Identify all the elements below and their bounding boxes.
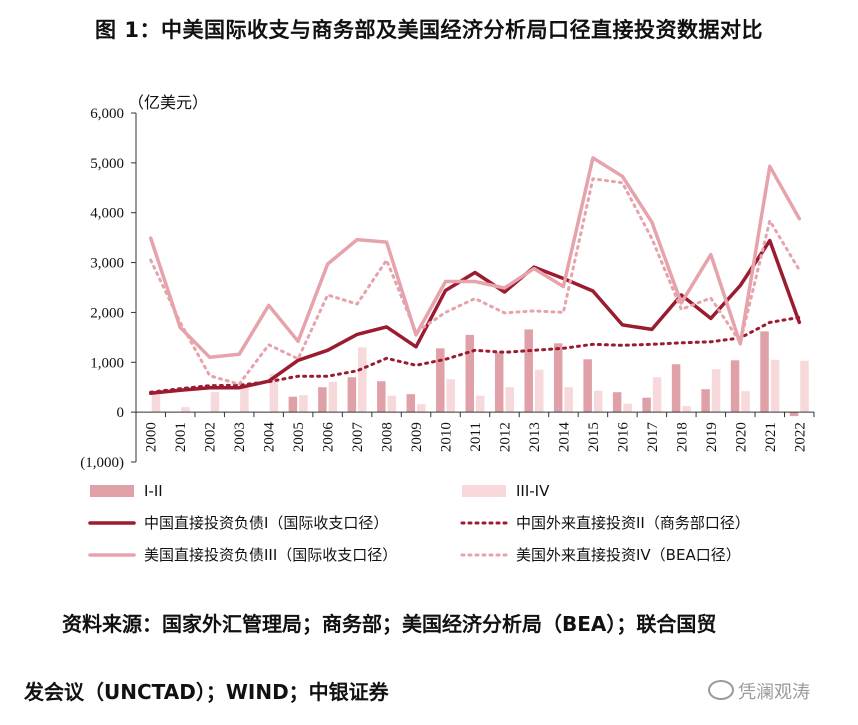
x-tick-label: 2014 bbox=[556, 422, 572, 453]
y-tick-label: 5,000 bbox=[90, 156, 124, 172]
y-tick-label: 1,000 bbox=[90, 355, 124, 371]
bar-iii-iv-2017 bbox=[652, 377, 662, 413]
bar-i-ii-2019 bbox=[701, 389, 710, 413]
y-unit-label: （亿美元） bbox=[128, 93, 208, 112]
bar-iii-iv-2001 bbox=[181, 407, 190, 413]
x-tick-label: 2004 bbox=[262, 422, 278, 453]
legend: I-II III-IV 中国直接投资负债I（国际收支口径） 中国外来直接投资II（商务… bbox=[88, 482, 750, 564]
line-us-fdi-liabilities-bop bbox=[148, 156, 802, 360]
bar-iii-iv-2012 bbox=[505, 387, 514, 413]
bar-iii-iv-2014 bbox=[564, 387, 573, 413]
source-note-line2: 发会议（UNCTAD）；WIND；中银证券 bbox=[24, 680, 389, 704]
bar-iii-iv-2007 bbox=[358, 347, 367, 413]
x-tick-label: 2018 bbox=[674, 422, 690, 452]
bar-iii-iv-2005 bbox=[299, 395, 308, 413]
legend-swatch bbox=[90, 485, 134, 497]
bar-iii-iv-2013 bbox=[534, 369, 544, 413]
x-tick-label: 2007 bbox=[350, 422, 366, 453]
bar-iii-iv-2022 bbox=[800, 360, 809, 413]
x-tick-label: 2003 bbox=[232, 422, 248, 452]
bar-i-ii-2022 bbox=[789, 412, 799, 417]
x-tick-label: 2020 bbox=[733, 422, 749, 452]
bar-i-ii-2011 bbox=[465, 334, 474, 413]
x-tick-label: 2019 bbox=[704, 422, 720, 452]
bar-i-ii-2015 bbox=[583, 359, 592, 413]
bar-iii-iv-2016 bbox=[623, 403, 632, 413]
bar-iii-iv-2015 bbox=[593, 390, 603, 413]
bar-i-ii-2018 bbox=[671, 364, 681, 413]
legend-swatch bbox=[462, 485, 506, 497]
bar-i-ii-2005 bbox=[288, 396, 298, 413]
bar-iii-iv-2019 bbox=[711, 369, 721, 413]
bar-i-ii-2021 bbox=[760, 331, 769, 413]
x-tick-label: 2015 bbox=[586, 422, 602, 452]
x-tick-label: 2009 bbox=[409, 422, 425, 452]
bar-i-ii-2012 bbox=[494, 352, 504, 413]
bar-iii-iv-2011 bbox=[476, 395, 485, 413]
legend-label: 中国外来直接投资II（商务部口径） bbox=[516, 514, 750, 532]
bar-iii-iv-2009 bbox=[417, 404, 426, 413]
x-tick-label: 2013 bbox=[527, 422, 543, 452]
x-tick-label: 2008 bbox=[380, 422, 396, 452]
chart-title: 图 1：中美国际收支与商务部及美国经济分析局口径直接投资数据对比 bbox=[95, 18, 763, 42]
bar-i-ii-2006 bbox=[318, 387, 327, 413]
y-tick-label: 3,000 bbox=[90, 256, 124, 272]
legend-label: 中国直接投资负债I（国际收支口径） bbox=[144, 514, 388, 532]
bar-iii-iv-2002 bbox=[210, 392, 220, 413]
y-tick-label: 4,000 bbox=[90, 206, 124, 222]
wechat-icon bbox=[708, 680, 734, 700]
bar-iii-iv-2010 bbox=[446, 379, 456, 413]
x-tick-label: 2006 bbox=[321, 422, 337, 453]
bar-i-ii-2016 bbox=[612, 392, 622, 413]
bar-iii-iv-2000 bbox=[151, 394, 161, 413]
bar-i-ii-2020 bbox=[730, 360, 740, 413]
x-tick-label: 2017 bbox=[645, 422, 661, 453]
x-tick-label: 2011 bbox=[468, 422, 484, 451]
legend-label: I-II bbox=[144, 482, 163, 500]
bar-iii-iv-2004 bbox=[269, 373, 279, 413]
bar-i-ii-2017 bbox=[642, 397, 651, 413]
x-tick-label: 2012 bbox=[497, 422, 513, 452]
line-us-fdi-bea bbox=[149, 177, 801, 386]
chart: （亿美元） (1,000) 0 1,000 2,000 3,000 4,000 5,000 6… bbox=[80, 93, 815, 564]
y-tick-label: 2,000 bbox=[90, 305, 124, 321]
x-tick-label: 2016 bbox=[615, 422, 631, 453]
x-tick-label: 2022 bbox=[792, 422, 808, 452]
bars-layer bbox=[151, 329, 809, 417]
y-tick-label: 0 bbox=[117, 405, 125, 421]
legend-label: 美国外来直接投资IV（BEA口径） bbox=[516, 546, 741, 564]
bar-i-ii-2013 bbox=[524, 329, 533, 413]
bar-iii-iv-2020 bbox=[741, 391, 750, 413]
x-tick-label: 2002 bbox=[203, 422, 219, 452]
x-tick-label: 2000 bbox=[144, 422, 160, 452]
bar-iii-iv-2006 bbox=[328, 381, 338, 413]
y-tick-label: (1,000) bbox=[80, 455, 124, 471]
bar-iii-iv-2021 bbox=[770, 359, 780, 413]
bar-iii-iv-2008 bbox=[387, 395, 397, 413]
legend-label: 美国直接投资负债III（国际收支口径） bbox=[144, 546, 397, 564]
lines-layer bbox=[148, 156, 802, 395]
x-tick-label: 2005 bbox=[291, 422, 307, 452]
bar-iii-iv-2003 bbox=[240, 384, 249, 413]
x-tick-label: 2001 bbox=[173, 422, 189, 452]
line-china-fdi-liabilities-bop bbox=[148, 238, 802, 395]
bar-i-ii-2014 bbox=[553, 343, 563, 413]
y-tick-label: 6,000 bbox=[90, 106, 124, 122]
bar-i-ii-2010 bbox=[436, 348, 445, 413]
axes-layer: (1,000) 0 1,000 2,000 3,000 4,000 5,000 6,000 20… bbox=[80, 106, 815, 471]
watermark: 凭澜观涛 bbox=[708, 678, 810, 704]
x-tick-label: 2010 bbox=[439, 422, 455, 452]
legend-label: III-IV bbox=[516, 482, 550, 500]
bar-i-ii-2007 bbox=[347, 377, 357, 413]
bar-i-ii-2008 bbox=[377, 381, 386, 413]
bar-iii-iv-2018 bbox=[682, 406, 691, 413]
line-china-fdi-mofcom bbox=[149, 315, 801, 394]
watermark-text: 凭澜观涛 bbox=[738, 682, 810, 703]
source-note-line1: 资料来源：国家外汇管理局；商务部；美国经济分析局（BEA）；联合国贸 bbox=[62, 612, 717, 636]
x-tick-label: 2021 bbox=[763, 422, 779, 452]
bar-i-ii-2009 bbox=[406, 394, 416, 413]
